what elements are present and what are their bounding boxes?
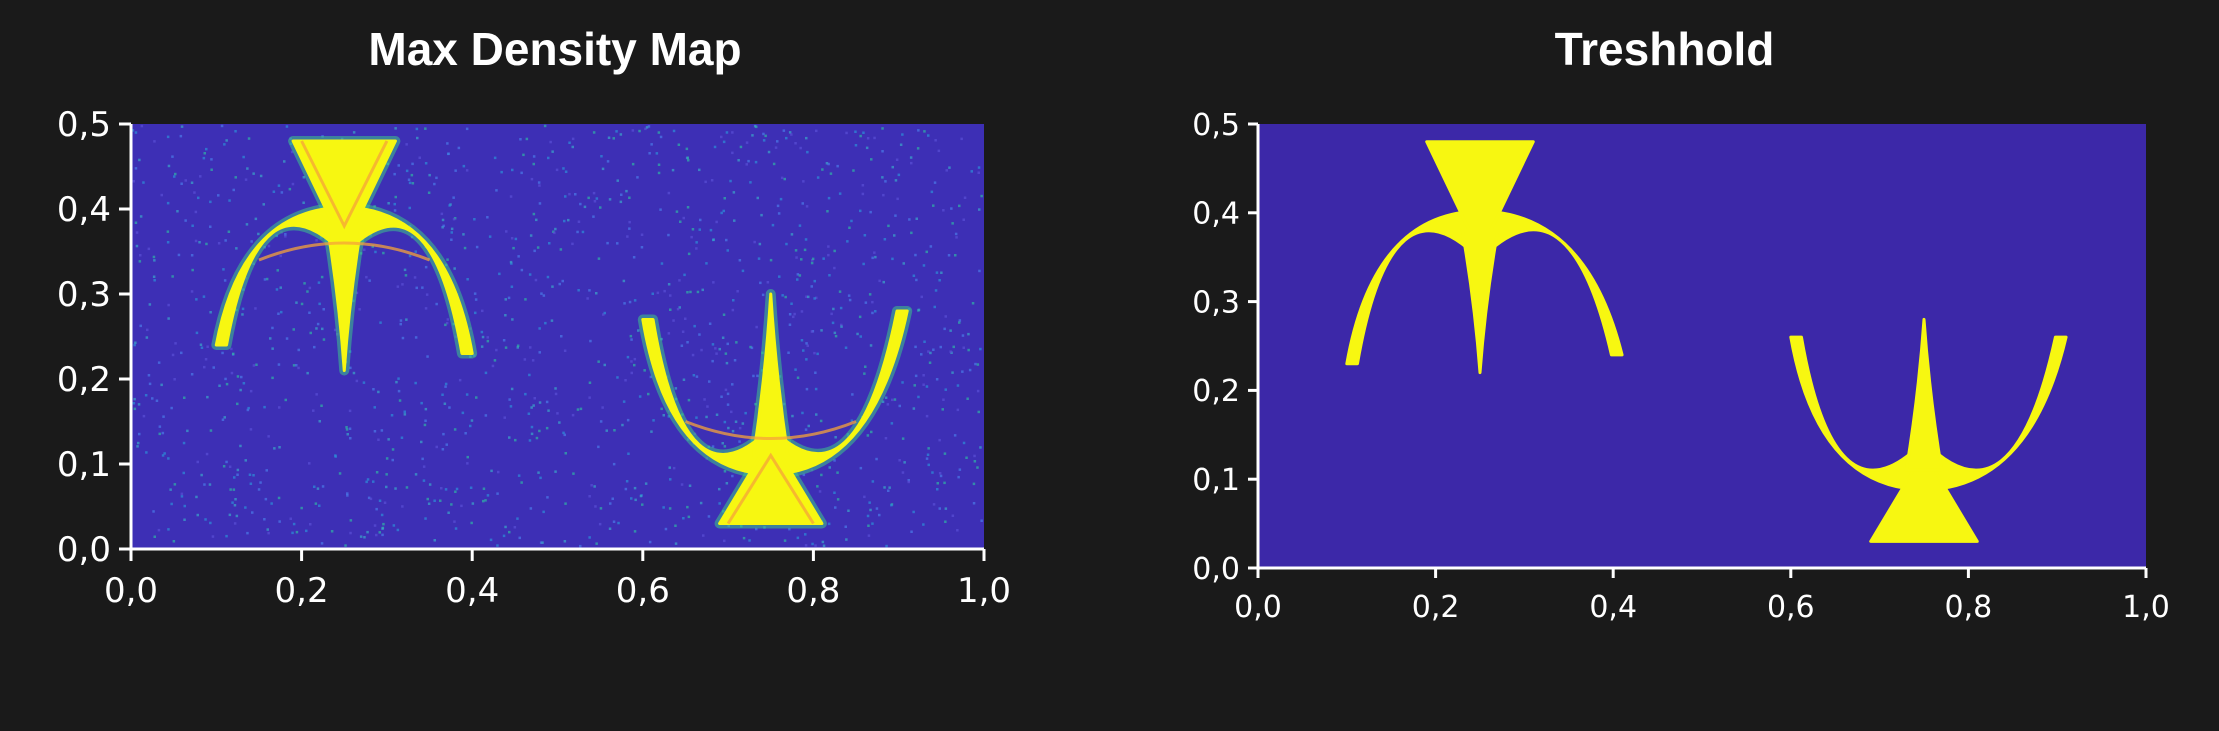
density-shape-1: [1345, 140, 1624, 375]
y-tick-label: 0,2: [1192, 374, 1240, 409]
shape-tail: [752, 292, 790, 457]
x-tick-label: 0,8: [1945, 590, 1993, 625]
density-panel: Max Density Map 0,0 0,2 0,4 0,6 0,8 1,0 0,0 0,1…: [57, 23, 1011, 611]
shape-tail: [1460, 229, 1500, 375]
plot-background: [131, 124, 984, 549]
y-tick-label: 0,5: [57, 105, 111, 145]
shape-core-highlight: [258, 140, 431, 262]
threshold-chart: 0,0 0,2 0,4 0,6 0,8 1,0 0,0 0,1 0,2 0,3 0,4 0,5: [1192, 108, 2170, 625]
x-tick-label: 0,0: [104, 571, 158, 611]
shape-tail: [1904, 317, 1944, 472]
x-tick-label: 0,4: [445, 571, 499, 611]
y-tick-label: 0,5: [1192, 108, 1240, 143]
x-tick-label: 0,4: [1589, 590, 1637, 625]
x-tick-label: 1,0: [957, 571, 1011, 611]
y-tick-label: 0,1: [57, 445, 111, 485]
x-tick-label: 0,2: [275, 571, 329, 611]
x-tick-label: 0,8: [786, 571, 840, 611]
plot-background: [1258, 124, 2146, 568]
density-shape-1: [211, 136, 478, 376]
y-tick-label: 0,3: [1192, 285, 1240, 320]
y-tick-label: 0,0: [1192, 552, 1240, 587]
y-tick-label: 0,4: [1192, 197, 1240, 232]
threshold-chart-title: Treshhold: [1554, 23, 1775, 75]
x-tick-label: 0,6: [1767, 590, 1815, 625]
x-tick-label: 0,0: [1234, 590, 1282, 625]
density-chart-title: Max Density Map: [368, 23, 742, 75]
density-shape-2: [637, 289, 913, 529]
y-tick-label: 0,4: [57, 190, 111, 230]
x-tick-label: 1,0: [2122, 590, 2170, 625]
x-tick-label: 0,6: [616, 571, 670, 611]
shape-tail: [325, 224, 363, 372]
density-shape-2: [1789, 317, 2068, 543]
threshold-panel: Treshhold 0,0 0,2 0,4 0,6 0,8 1,0 0,0 0,1 0,2 0,3…: [1110, 0, 2219, 731]
y-tick-label: 0,1: [1192, 463, 1240, 498]
density-chart: 0,0 0,2 0,4 0,6 0,8 1,0 0,0 0,1 0,2 0,3 0,4 0,5: [57, 105, 1011, 611]
y-tick-label: 0,2: [57, 360, 111, 400]
x-tick-label: 0,2: [1412, 590, 1460, 625]
y-tick-label: 0,3: [57, 275, 111, 315]
y-tick-label: 0,0: [57, 530, 111, 570]
shape-core-highlight: [684, 420, 857, 525]
